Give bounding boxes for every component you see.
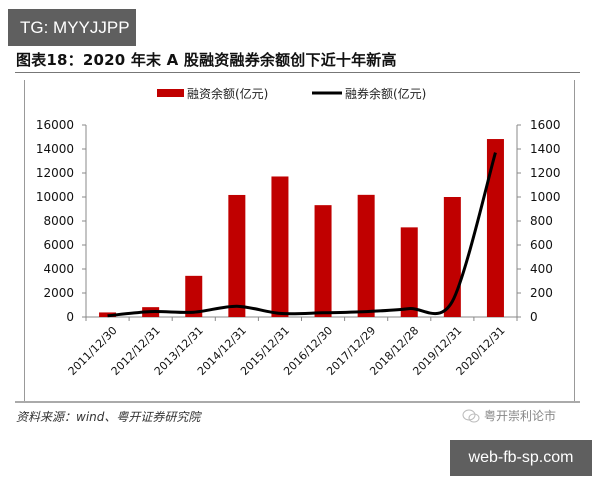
wechat-label: 粤开崇利论市 (484, 409, 557, 423)
bar (314, 205, 332, 317)
line-series-short-selling (107, 152, 497, 318)
bar (185, 275, 203, 317)
left-axis-tick-label: 8000 (43, 214, 74, 228)
right-axis-tick-label: 400 (530, 262, 553, 276)
right-axis-tick-label: 1600 (530, 118, 561, 132)
bar (228, 194, 246, 317)
watermark-bottom-badge: web-fb-sp.com (450, 440, 592, 476)
source-note: 资料来源：wind、粤开证券研究院 (16, 410, 201, 424)
x-axis: 2011/12/302012/12/312013/12/312014/12/31… (66, 316, 518, 378)
right-axis-tick-label: 1200 (530, 166, 561, 180)
right-axis-tick-label: 200 (530, 286, 553, 300)
wechat-attribution: 粤开崇利论市 (462, 407, 556, 424)
left-axis-tick-label: 16000 (36, 118, 74, 132)
left-y-axis: 0 2000 4000 6000 8000 10000 12000 14000 16000 (36, 118, 87, 324)
right-axis-tick-label: 800 (530, 214, 553, 228)
left-axis-tick-label: 10000 (36, 190, 74, 204)
bar (443, 197, 461, 317)
left-axis-tick-label: 2000 (43, 286, 74, 300)
right-axis-tick-label: 600 (530, 238, 553, 252)
left-axis-tick-label: 4000 (43, 262, 74, 276)
legend-line-label: 融券余额(亿元) (345, 86, 426, 101)
left-axis-tick-label: 14000 (36, 142, 74, 156)
left-axis-tick-label: 12000 (36, 166, 74, 180)
wechat-icon (462, 409, 480, 422)
bar (486, 139, 504, 317)
legend-bar-swatch (157, 89, 184, 97)
title-divider (15, 72, 580, 73)
bar (271, 176, 289, 317)
watermark-top-badge: TG: MYYJJPP (8, 9, 136, 46)
left-axis-tick-label: 6000 (43, 238, 74, 252)
legend-bar-label: 融资余额(亿元) (187, 86, 268, 101)
bar (400, 227, 418, 317)
chart-title: 图表18：2020 年末 A 股融资融券余额创下近十年新高 (16, 51, 397, 69)
right-axis-tick-label: 1400 (530, 142, 561, 156)
left-axis-tick-label: 0 (66, 310, 74, 324)
right-y-axis: 0 200 400 600 800 1000 1200 1400 1600 (516, 118, 561, 324)
line-path (107, 152, 497, 318)
right-axis-tick-label: 1000 (530, 190, 561, 204)
chart-legend: 融资余额(亿元) 融券余额(亿元) (157, 86, 426, 101)
bar (357, 194, 375, 317)
chart-frame-bottom-rule (15, 401, 580, 403)
right-axis-tick-label: 0 (530, 310, 538, 324)
bar-series-margin-financing (99, 139, 504, 317)
